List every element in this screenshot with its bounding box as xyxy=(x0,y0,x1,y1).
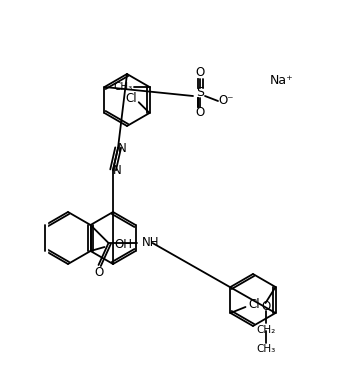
Text: O: O xyxy=(195,66,205,79)
Text: CH₃: CH₃ xyxy=(113,82,132,92)
Text: O: O xyxy=(261,301,270,314)
Text: N: N xyxy=(118,142,126,154)
Text: NH: NH xyxy=(142,235,159,249)
Text: O: O xyxy=(195,106,205,120)
Text: CH₃: CH₃ xyxy=(256,344,275,354)
Text: Cl: Cl xyxy=(249,298,260,310)
Text: OH: OH xyxy=(114,239,132,251)
Text: O: O xyxy=(94,265,103,278)
Text: CH₂: CH₂ xyxy=(256,325,275,335)
Text: Na⁺: Na⁺ xyxy=(270,74,294,86)
Text: N: N xyxy=(113,163,121,176)
Text: S: S xyxy=(196,86,204,99)
Text: Cl: Cl xyxy=(125,92,136,105)
Text: O⁻: O⁻ xyxy=(218,95,234,108)
